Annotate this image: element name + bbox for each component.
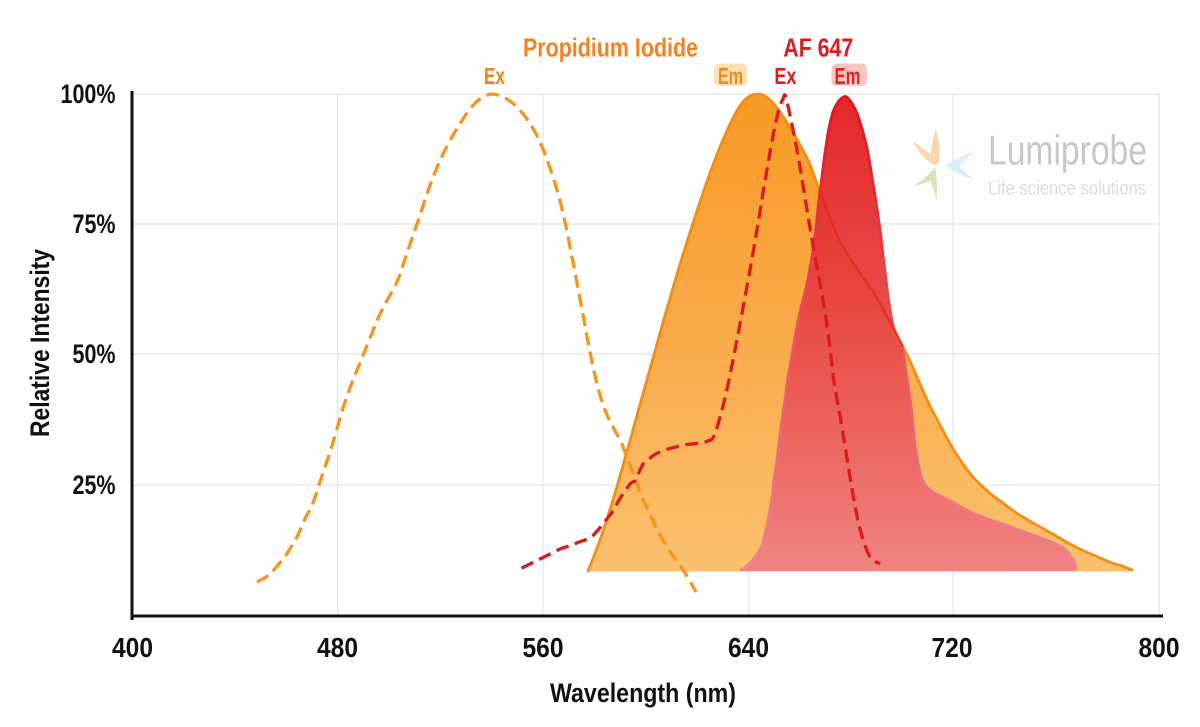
svg-text:Em: Em bbox=[835, 63, 861, 89]
svg-text:640: 640 bbox=[728, 632, 769, 663]
svg-text:100%: 100% bbox=[61, 79, 116, 109]
svg-text:25%: 25% bbox=[73, 470, 116, 500]
svg-text:Em: Em bbox=[718, 63, 743, 89]
svg-text:480: 480 bbox=[317, 632, 358, 663]
svg-text:800: 800 bbox=[1139, 632, 1180, 663]
svg-text:Ex: Ex bbox=[484, 63, 505, 89]
svg-text:Lumiprobe: Lumiprobe bbox=[988, 127, 1147, 174]
svg-text:Propidium Iodide: Propidium Iodide bbox=[523, 35, 698, 63]
svg-text:Life science solutions: Life science solutions bbox=[988, 178, 1146, 200]
svg-text:50%: 50% bbox=[73, 339, 116, 369]
svg-text:75%: 75% bbox=[73, 209, 116, 239]
svg-text:Ex: Ex bbox=[774, 63, 796, 89]
svg-text:Relative Intensity: Relative Intensity bbox=[25, 249, 55, 437]
svg-text:400: 400 bbox=[112, 632, 153, 663]
svg-text:720: 720 bbox=[932, 632, 973, 663]
svg-text:560: 560 bbox=[523, 632, 564, 663]
svg-text:AF 647: AF 647 bbox=[783, 35, 853, 63]
svg-text:Wavelength (nm): Wavelength (nm) bbox=[550, 678, 736, 708]
